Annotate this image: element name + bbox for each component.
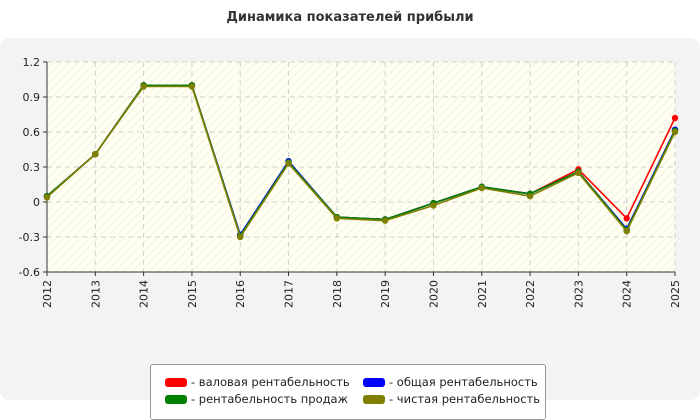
x-tick-label: 2025 (669, 280, 682, 308)
data-point (671, 128, 679, 136)
legend-label-gross: - валовая рентабельность (191, 375, 350, 389)
series-group (43, 82, 679, 241)
data-point (671, 114, 679, 122)
data-point (430, 202, 437, 209)
data-point (188, 83, 196, 90)
x-tick-label: 2019 (379, 280, 392, 308)
legend-swatch-total (363, 377, 385, 387)
x-tick-label: 2013 (89, 280, 102, 308)
x-tick-label: 2024 (621, 280, 634, 308)
data-point (526, 192, 534, 200)
data-point (381, 217, 389, 224)
chart-panel: 1.2 0.9 0.6 0.3 0 -0.3 -0.6 2012 2013 2014 2015 201… (0, 38, 700, 420)
legend-swatch-net (363, 394, 385, 404)
x-tick-label: 2017 (283, 280, 296, 308)
data-point (43, 194, 51, 201)
series-line (46, 85, 676, 238)
series-line (46, 84, 676, 237)
x-tick-label: 2014 (138, 280, 151, 308)
x-tick-label: 2016 (234, 280, 247, 308)
y-tick-label: -0.3 (19, 231, 40, 244)
x-tick-label: 2021 (476, 280, 489, 308)
data-point (92, 150, 99, 158)
legend-label-net: - чистая рентабельность (389, 392, 541, 406)
y-tick-label: 1.2 (23, 56, 41, 69)
data-point (478, 184, 485, 192)
chart-legend: - валовая рентабельность - общая рентабе… (150, 364, 546, 420)
x-tick-label: 2022 (524, 280, 537, 308)
data-point (285, 160, 292, 167)
legend-label-total: - общая рентабельность (389, 375, 538, 389)
y-tick-label: 0 (33, 196, 40, 209)
x-tick-label: 2012 (41, 280, 54, 308)
legend-item-total: - общая рентабельность (363, 374, 538, 390)
legend-swatch-sales (165, 394, 187, 404)
legend-label-sales: - рентабельность продаж (191, 392, 348, 406)
data-point (623, 215, 630, 222)
x-tick-label: 2015 (186, 280, 199, 308)
y-tick-label: -0.6 (19, 266, 40, 279)
y-tick-label: 0.9 (23, 91, 41, 104)
data-point (575, 169, 582, 177)
data-point (140, 83, 147, 90)
data-point (237, 233, 244, 241)
legend-item-net: - чистая рентабельность (363, 391, 540, 407)
chart-title: Динамика показателей прибыли (226, 10, 474, 25)
legend-swatch-gross (165, 377, 187, 387)
x-tick-label: 2020 (427, 280, 440, 308)
series-3 (43, 83, 679, 241)
legend-item-gross: - валовая рентабельность (165, 374, 350, 390)
data-point (623, 227, 630, 235)
x-tick-label: 2018 (331, 280, 344, 308)
y-tick-label: 0.6 (23, 126, 41, 139)
data-point (333, 215, 341, 222)
x-tick-label: 2023 (572, 280, 585, 308)
legend-item-sales: - рентабельность продаж (165, 391, 348, 407)
y-tick-label: 0.3 (23, 161, 41, 174)
